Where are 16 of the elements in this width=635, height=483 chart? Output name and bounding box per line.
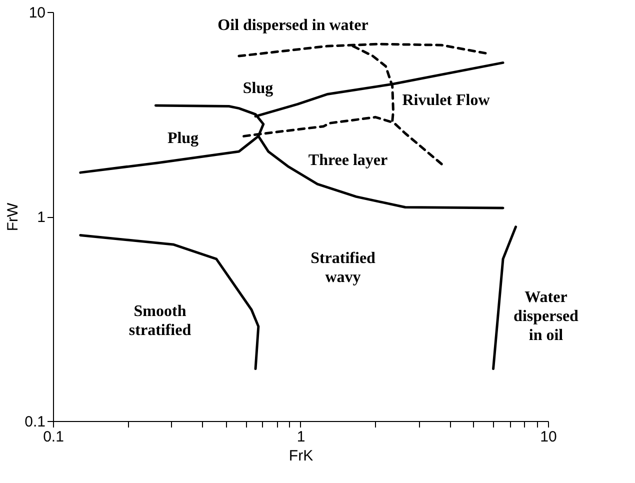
annotation: Plug (167, 130, 199, 147)
annotation: Stratified wavy (310, 250, 376, 286)
x-tick-label: 0.1 (43, 428, 64, 446)
annotation: Rivulet Flow (402, 92, 490, 109)
y-tick-label: 10 (28, 4, 46, 22)
annotation: Slug (242, 80, 274, 97)
annotation: Water dispersed in oil (514, 289, 579, 344)
x-tick-label: 10 (540, 428, 557, 446)
y-axis-title: FrW (4, 202, 22, 232)
y-tick-label: 1 (37, 209, 46, 226)
annotation: Three layer (308, 152, 388, 169)
annotation: Oil dispersed in water (218, 17, 368, 34)
y-tick-label: 0.1 (24, 414, 46, 430)
annotation: Smooth stratified (128, 303, 192, 339)
x-tick-label: 1 (296, 428, 306, 446)
x-axis-title: FrK (288, 448, 314, 464)
